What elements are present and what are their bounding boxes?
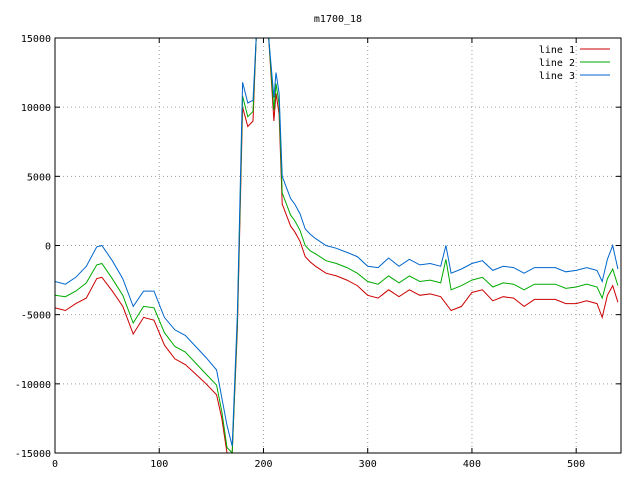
y-tick-label: 0 [45,242,51,253]
x-tick-label: 200 [254,459,272,470]
ticks: 0 100 200 300 400 500 -15000 -10000 -5000 0 5000 10… [15,34,621,470]
x-tick-label: 400 [463,459,481,470]
y-tick-label: -10000 [15,380,51,391]
x-tick-label: 500 [567,459,585,470]
y-tick-label: 10000 [21,103,51,114]
y-tick-label: -15000 [15,449,51,460]
series-line-1 [55,38,619,453]
x-tick-label: 300 [359,459,377,470]
y-tick-label: -5000 [21,311,51,322]
legend-label-3: line 3 [539,71,575,82]
series-line-3 [55,38,619,447]
chart-title: m1700_18 [314,14,362,25]
series-layer [55,38,619,453]
legend: line 1 line 2 line 3 [539,45,610,82]
y-tick-label: 15000 [21,34,51,45]
legend-label-2: line 2 [539,58,575,69]
series-line-2 [55,38,619,453]
x-tick-label: 0 [52,459,58,470]
x-tick-label: 100 [150,459,168,470]
legend-label-1: line 1 [539,45,575,56]
y-tick-label: 5000 [27,172,51,183]
